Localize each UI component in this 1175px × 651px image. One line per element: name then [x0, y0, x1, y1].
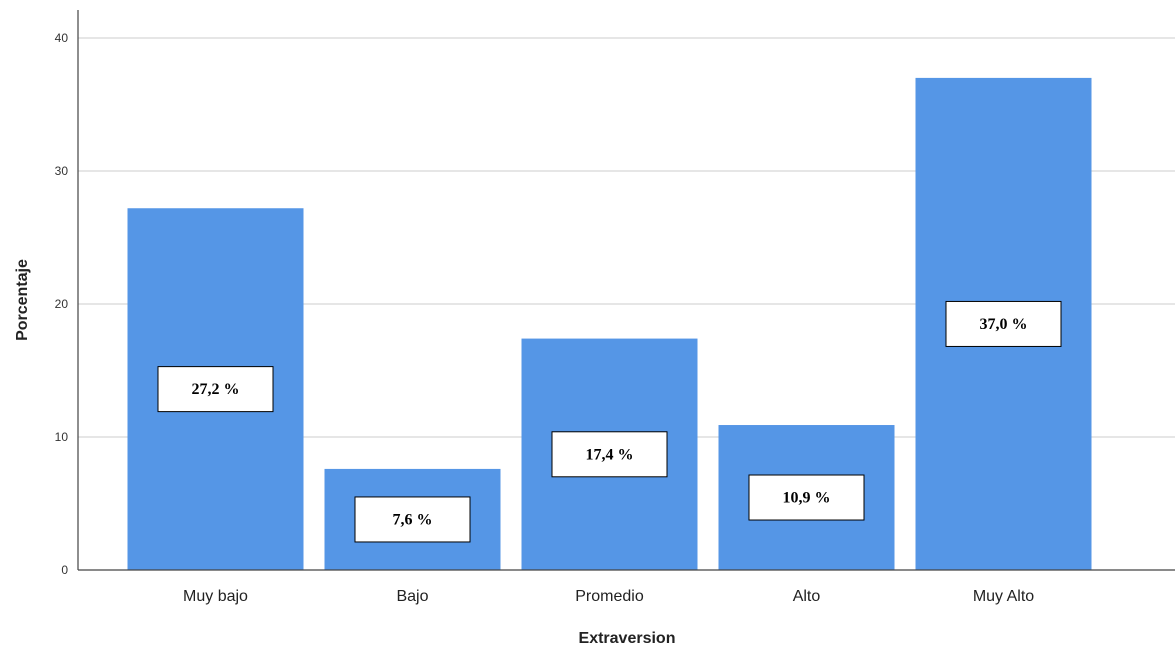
data-label-box — [748, 474, 865, 521]
y-axis-title: Porcentaje — [14, 259, 31, 341]
x-tick-label: Muy Alto — [973, 588, 1034, 605]
y-tick-labels: 0 10 20 30 40 — [55, 31, 69, 577]
x-axis-title: Extraversion — [579, 630, 676, 647]
y-tick-label: 10 — [55, 430, 69, 444]
data-label-box — [157, 366, 274, 413]
data-label: 37,0 % — [980, 316, 1028, 333]
data-label: 10,9 % — [783, 490, 831, 507]
data-label-box — [945, 300, 1062, 347]
data-label-box — [354, 496, 471, 543]
x-tick-label: Promedio — [575, 588, 644, 605]
data-label: 17,4 % — [586, 446, 634, 463]
y-tick-label: 40 — [55, 31, 69, 45]
y-tick-label: 30 — [55, 164, 69, 178]
data-label: 27,2 % — [192, 381, 240, 398]
x-tick-labels: Muy bajo Bajo Promedio Alto Muy Alto — [183, 588, 1034, 605]
x-tick-label: Bajo — [396, 588, 428, 605]
y-tick-label: 0 — [61, 563, 68, 577]
data-label-box — [551, 431, 668, 478]
data-labels: 27,2 % 7,6 % 17,4 % 10,9 % 37,0 % — [157, 300, 1062, 543]
y-tick-label: 20 — [55, 297, 69, 311]
x-tick-label: Muy bajo — [183, 588, 248, 605]
x-tick-label: Alto — [793, 588, 821, 605]
data-label: 7,6 % — [393, 511, 433, 528]
